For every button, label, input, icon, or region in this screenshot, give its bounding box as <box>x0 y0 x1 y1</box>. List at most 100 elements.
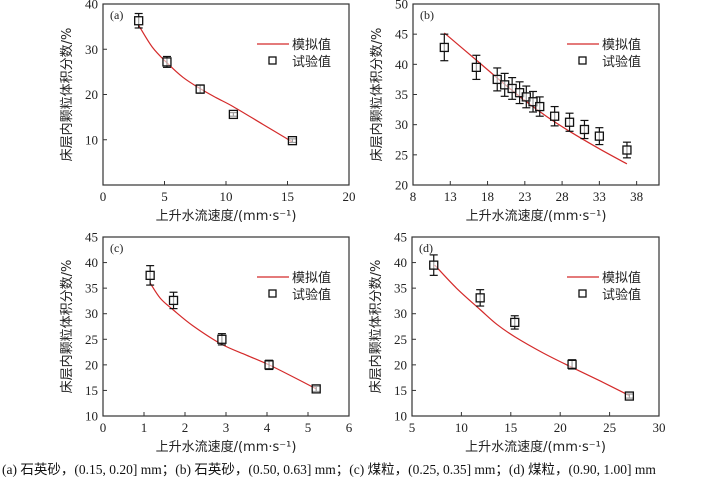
square-marker <box>622 145 632 155</box>
square-marker <box>217 334 227 344</box>
square-marker <box>264 360 274 370</box>
panel-label: (b) <box>420 8 434 22</box>
data-point <box>471 54 482 81</box>
x-tick-label: 23 <box>518 189 531 204</box>
data-point <box>528 90 538 113</box>
x-tick-label: 30 <box>653 420 666 435</box>
x-tick-label: 20 <box>554 420 567 435</box>
x-axis-title: 上升水流速度/(mm·s⁻¹) <box>466 208 607 224</box>
square-marker <box>311 384 321 394</box>
x-axis-title: 上升水流速度/(mm·s⁻¹) <box>156 439 297 455</box>
panel-label: (a) <box>110 8 123 22</box>
y-tick-label: 30 <box>395 117 408 132</box>
legend-square-swatch <box>268 289 277 298</box>
data-point <box>217 333 227 346</box>
data-point <box>507 77 517 100</box>
x-axis-title: 上升水流速度/(mm·s⁻¹) <box>156 208 297 224</box>
y-tick-label: 40 <box>394 255 407 270</box>
square-marker <box>521 92 531 102</box>
square-marker <box>549 111 560 121</box>
x-tick-label: 6 <box>346 420 353 435</box>
y-tick-label: 15 <box>394 383 407 398</box>
x-tick-label: 15 <box>281 189 294 204</box>
data-point <box>535 96 545 117</box>
data-point <box>579 119 590 140</box>
y-axis-title: 床层内颗粒体积分数/% <box>368 260 384 394</box>
square-marker <box>510 317 520 328</box>
model-line <box>138 24 293 143</box>
y-tick-label: 30 <box>85 42 98 57</box>
square-marker <box>624 391 635 401</box>
legend-label-model: 模拟值 <box>602 270 641 286</box>
data-point <box>311 384 321 394</box>
y-tick-label: 40 <box>395 57 408 72</box>
y-tick-label: 45 <box>85 230 98 245</box>
x-tick-label: 2 <box>182 420 189 435</box>
chart-panel-a: 0 5 10 15 20 10 20 30 40 上升水流速度/(mm·s⁻¹) 床层内颗粒体积分数… <box>59 0 356 224</box>
data-point <box>264 359 274 371</box>
data-point <box>492 67 502 92</box>
y-tick-label: 10 <box>85 409 98 424</box>
legend-square-swatch <box>578 56 587 65</box>
legend-label-model: 模拟值 <box>292 270 331 286</box>
model-line <box>434 264 630 397</box>
y-tick-label: 20 <box>85 87 98 102</box>
square-marker <box>168 295 179 306</box>
x-tick-label: 38 <box>630 189 643 204</box>
y-tick-label: 20 <box>85 357 98 372</box>
y-tick-label: 15 <box>85 383 98 398</box>
y-tick-label: 40 <box>85 0 98 12</box>
figure-caption: (a) 石英砂，(0.15, 0.20] mm；(b) 石英砂，(0.50, 0… <box>2 462 656 477</box>
y-axis-title: 床层内颗粒体积分数/% <box>369 28 385 162</box>
data-point <box>564 112 575 132</box>
legend-label-experiment: 试验值 <box>602 54 641 70</box>
y-tick-label: 50 <box>395 0 408 12</box>
data-point <box>195 84 205 94</box>
panel-label: (c) <box>110 241 123 255</box>
square-marker <box>564 117 575 127</box>
square-marker <box>500 80 510 90</box>
y-tick-label: 35 <box>395 87 408 102</box>
legend-label-experiment: 试验值 <box>292 54 331 70</box>
square-marker <box>162 57 172 67</box>
plot-frame <box>102 3 350 186</box>
square-marker <box>528 97 538 107</box>
square-marker <box>134 16 144 26</box>
square-marker <box>228 109 239 120</box>
y-axis-title: 床层内颗粒体积分数/% <box>59 260 75 394</box>
data-point <box>168 291 179 310</box>
data-point <box>549 105 560 127</box>
y-tick-label: 25 <box>395 147 408 162</box>
square-marker <box>287 136 298 146</box>
y-tick-label: 20 <box>394 357 407 372</box>
legend-label-experiment: 试验值 <box>602 287 641 303</box>
x-tick-label: 28 <box>556 189 569 204</box>
data-point <box>134 12 144 29</box>
data-point <box>500 72 510 97</box>
data-point <box>475 289 485 307</box>
y-tick-label: 10 <box>394 409 407 424</box>
x-tick-label: 15 <box>504 420 517 435</box>
chart-panel-b: 8 13 18 23 28 33 38 20 25 30 35 40 45 50 上升水流速度/(mm·s⁻… <box>369 0 660 224</box>
x-tick-label: 10 <box>455 420 468 435</box>
data-point <box>429 254 439 276</box>
x-tick-label: 5 <box>409 420 416 435</box>
x-tick-label: 4 <box>264 420 271 435</box>
x-tick-label: 25 <box>603 420 616 435</box>
y-tick-label: 35 <box>394 281 407 296</box>
x-tick-label: 5 <box>305 420 312 435</box>
square-marker <box>507 83 517 94</box>
y-tick-label: 35 <box>85 281 98 296</box>
x-tick-label: 33 <box>593 189 606 204</box>
panel-label: (d) <box>419 241 433 255</box>
y-axis-title: 床层内颗粒体积分数/% <box>59 28 75 162</box>
data-point <box>567 359 577 370</box>
x-tick-label: 13 <box>444 189 457 204</box>
y-tick-label: 25 <box>394 332 407 347</box>
data-point <box>162 55 172 68</box>
square-marker <box>145 270 155 281</box>
